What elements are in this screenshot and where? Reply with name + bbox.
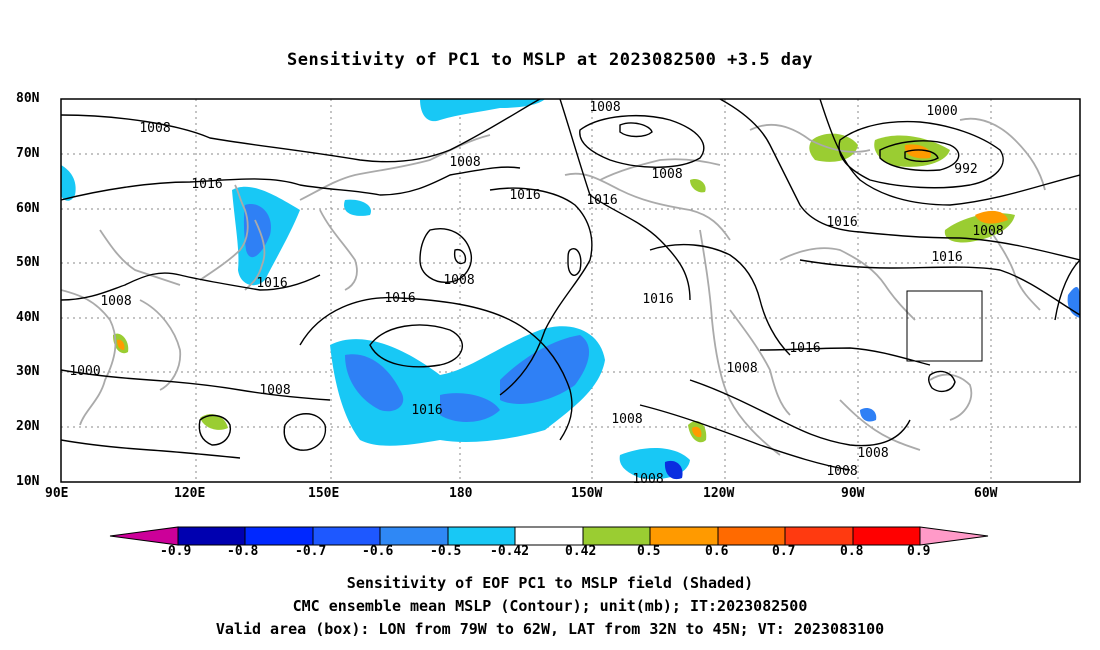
colorbar-box [447,526,516,546]
contour-label: 1016 [256,276,287,291]
contour-labels: 1008 1008 1008 1016 1008 1016 1016 1000 … [69,100,1003,487]
colorbar-left-arrow [109,526,179,546]
lat-label: 20N [16,419,40,434]
caption-valid-area: Valid area (box): LON from 79W to 62W, L… [215,620,885,638]
colorbar-box [177,526,246,546]
shade-labrador-core [975,210,1008,224]
shade-greenland-low-core [904,144,931,159]
colorbar-right-arrow [919,526,989,546]
contour-label: 1008 [857,446,888,461]
valid-area-box [906,290,983,362]
lat-label: 70N [16,146,40,161]
caption-shading: Sensitivity of EOF PC1 to MSLP field (Sh… [346,574,754,592]
colorbar-label: 0.7 [772,544,796,559]
contour-label: 1016 [191,177,222,192]
contour-label: 1016 [384,291,415,306]
contour-label: 1016 [411,403,442,418]
shade-north-pacific-core-2 [500,335,590,405]
colorbar-label: -0.5 [430,544,462,559]
colorbar-box [717,526,786,546]
negative-sensitivity-shading [61,99,1080,480]
contour-label: 1008 [651,167,682,182]
shade-north-pacific-core-3 [440,393,500,422]
colorbar-label: 0.8 [840,544,864,559]
colorbar-label: 0.5 [637,544,661,559]
lon-label: 120E [174,486,206,501]
contour-label: 1016 [931,250,962,265]
contour-label: 1008 [139,121,170,136]
lon-label: 150W [571,486,603,501]
lat-label: 40N [16,310,40,325]
colorbar-label: -0.6 [362,544,394,559]
positive-sensitivity-shading [113,133,1015,443]
contour-label: 1008 [443,273,474,288]
contour-label: 1008 [449,155,480,170]
contour-label: 1008 [826,464,857,479]
caption-contour: CMC ensemble mean MSLP (Contour); unit(m… [292,597,808,615]
colorbar-box [514,526,584,546]
contour-label: 992 [954,162,977,177]
contour-label: 1016 [509,188,540,203]
contour-label: 1016 [789,341,820,356]
contour-label: 1008 [972,224,1003,239]
colorbar-label: 0.9 [907,544,931,559]
colorbar-box [379,526,449,546]
colorbar-label: -0.9 [160,544,192,559]
lon-label: 120W [703,486,735,501]
colorbar-box [244,526,314,546]
shade-indochina-core [117,339,125,350]
lat-label: 60N [16,201,40,216]
contour-label: 1008 [611,412,642,427]
contour-label: 1016 [586,193,617,208]
lon-label: 60W [974,486,998,501]
colorbar-label: -0.8 [227,544,259,559]
lat-label: 50N [16,255,40,270]
colorbar-box [312,526,381,546]
shade-arctic [420,99,545,122]
colorbar-label: 0.6 [705,544,729,559]
colorbar-box [852,526,921,546]
shade-kamchatka [344,199,371,216]
shade-atlantic-east [1067,286,1080,318]
lon-label: 150E [308,486,340,501]
contour-label: 1008 [100,294,131,309]
colorbar-label: -0.42 [490,544,530,559]
map-frame [60,98,1081,483]
lat-label: 30N [16,364,40,379]
contour-label: 1016 [642,292,673,307]
mslp-contours [61,99,1080,471]
colorbar-label: 0.42 [565,544,597,559]
plot-title: Sensitivity of PC1 to MSLP at 2023082500… [286,50,813,70]
contour-label: 1008 [632,472,663,487]
shade-hudson [690,179,706,193]
shade-hawaii-east-core [664,460,683,480]
lat-label: 10N [16,474,40,489]
shade-west-edge [61,165,76,201]
colorbar-label: -0.7 [295,544,327,559]
lon-label: 90W [841,486,865,501]
colorbar [109,526,989,546]
coastlines [61,117,1046,456]
lon-label: 90E [45,486,69,501]
contour-label: 1008 [726,361,757,376]
contour-label: 1008 [589,100,620,115]
colorbar-box [784,526,854,546]
colorbar-box [582,526,651,546]
contour-label: 1000 [926,104,957,119]
contour-label: 1016 [826,215,857,230]
shade-baja-core [692,426,702,438]
shade-caribbean [860,408,877,422]
shade-baffin [809,133,858,162]
colorbar-box [649,526,719,546]
contour-label: 1000 [69,364,100,379]
lon-label: 180 [449,486,473,501]
shade-philippines [200,414,228,430]
contour-label: 1008 [259,383,290,398]
lat-label: 80N [16,91,40,106]
shade-north-pacific-core [345,354,404,412]
